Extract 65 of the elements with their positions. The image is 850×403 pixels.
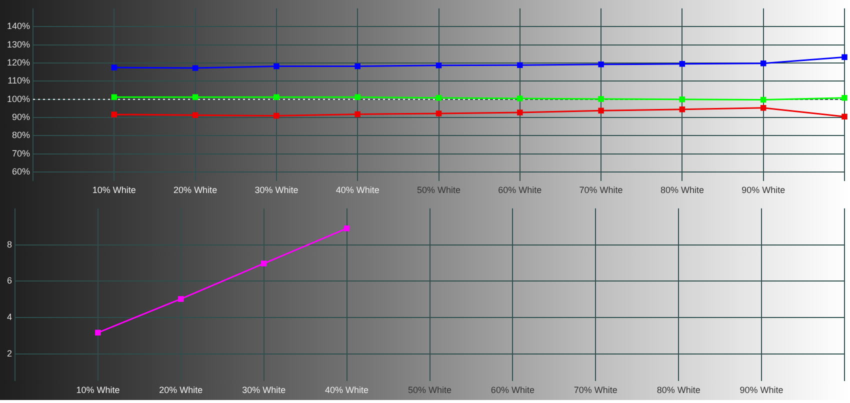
point [192,65,198,71]
point [760,60,766,66]
y-tick-label: 6 [6,276,12,286]
point [679,61,686,67]
point [842,54,848,60]
point [344,226,350,232]
point [436,95,442,101]
x-tick-label: 20% White [159,385,203,396]
point [274,63,280,70]
y-tick-label: 4 [6,312,12,322]
y-tick-label: 110% [8,76,30,86]
y-tick-label: 8 [6,239,12,250]
x-tick-label: 20% White [174,185,218,196]
point [842,95,848,101]
point [111,94,118,100]
point [760,105,766,111]
point [274,94,280,100]
x-tick-label: 70% White [574,385,618,396]
x-tick-label: 60% White [498,185,542,196]
x-tick-label: 80% White [660,185,704,196]
y-tick-label: 130% [6,39,30,50]
y-tick-label: 70% [12,148,30,158]
y-tick-label: 120% [6,57,30,68]
x-tick-label: 50% White [416,185,461,196]
point [436,62,442,68]
point [354,94,360,100]
x-tick-label: 30% White [254,185,298,196]
y-tick-label: 2 [6,348,12,358]
point [354,63,360,70]
x-tick-label: 40% White [336,185,380,196]
point [192,112,198,118]
point [354,111,360,118]
x-tick-label: 90% White [740,385,784,396]
point [111,112,118,118]
point [95,330,101,336]
point [760,96,766,103]
x-tick-label: 10% White [92,185,136,196]
y-tick-label: 140% [6,21,30,32]
point [436,110,442,116]
point [679,96,686,102]
point [517,96,523,102]
point [517,62,523,68]
point [111,64,118,70]
y-tick-label: 100% [6,94,30,104]
point [274,112,280,119]
x-tick-label: 40% White [325,385,369,396]
x-tick-label: 60% White [490,385,534,396]
point [178,296,184,302]
point [679,106,686,112]
point [598,96,604,102]
x-tick-label: 70% White [579,185,623,196]
x-tick-label: 10% White [76,385,120,396]
y-tick-label: 60% [12,166,30,177]
x-tick-label: 50% White [408,385,452,396]
y-tick-label: 80% [12,130,30,140]
x-tick-label: 30% White [242,385,286,396]
y-tick-label: 90% [12,112,30,122]
point [517,110,523,116]
point [260,260,267,266]
x-tick-label: 90% White [742,185,786,196]
point [192,94,198,100]
point [598,108,604,114]
x-tick-label: 80% White [656,385,700,396]
point [842,114,848,120]
point [598,62,604,68]
